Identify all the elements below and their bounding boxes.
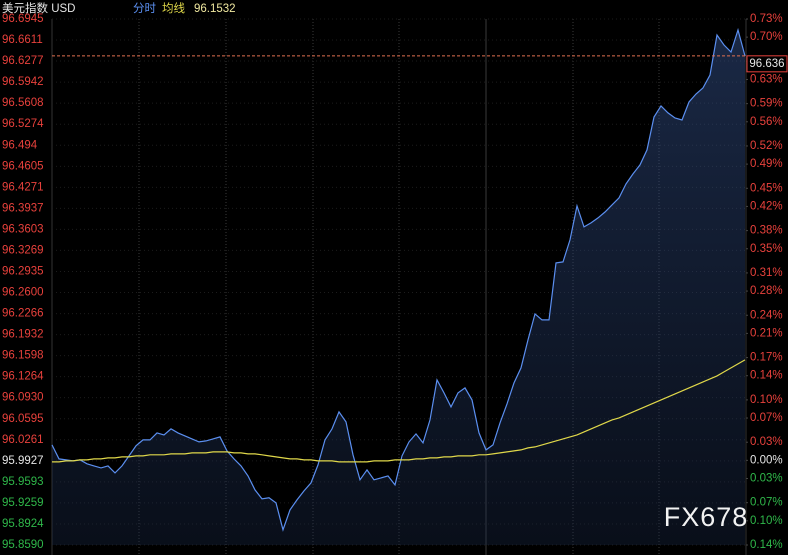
y-tick-label: 95.8924 (2, 518, 44, 530)
y2-tick-label: 0.03% (750, 436, 783, 448)
y-tick-label: 96.5274 (2, 118, 44, 130)
y-tick-label: 96.3937 (2, 202, 44, 214)
y2-tick-label: 0.45% (750, 182, 783, 194)
y-tick-label: 96.2935 (2, 265, 44, 277)
price-area (52, 30, 745, 545)
y-tick-label: 96.1932 (2, 329, 44, 341)
y-tick-label: 95.9259 (2, 497, 44, 509)
legend-entry: 均线 (162, 1, 185, 15)
current-price-label: 96.636 (749, 58, 784, 70)
y2-tick-label: 0.49% (750, 158, 783, 170)
chart-title: 美元指数 USD (2, 1, 75, 15)
y-tick-label: 96.6611 (2, 34, 43, 46)
y2-tick-label: 0.17% (750, 352, 783, 364)
y-tick-label: 95.9927 (2, 455, 44, 467)
watermark: FX678 (664, 502, 749, 532)
y-tick-label: 96.1264 (2, 371, 44, 383)
y2-tick-label: 0.00% (750, 454, 783, 466)
y2-tick-label: 0.31% (750, 267, 783, 279)
y2-tick-label: 0.70% (750, 31, 783, 43)
y-tick-label: 96.494 (2, 139, 38, 151)
y2-tick-label: 0.24% (750, 309, 783, 321)
y-tick-label: 96.3603 (2, 223, 44, 235)
y-tick-label: 96.4271 (2, 181, 44, 193)
y-tick-label: 96.5942 (2, 76, 44, 88)
y2-tick-label: 0.35% (750, 243, 783, 255)
y2-tick-label: 0.52% (750, 140, 783, 152)
y2-tick-label: 0.63% (750, 73, 783, 85)
y-tick-label: 96.4605 (2, 160, 44, 172)
average-value: 96.1532 (194, 3, 236, 15)
plot (51, 18, 748, 546)
y-tick-label: 96.1598 (2, 350, 44, 362)
y-tick-label: 96.5608 (2, 97, 44, 109)
y-tick-label: 96.0261 (2, 434, 44, 446)
y2-tick-label: 0.38% (750, 225, 783, 237)
y-tick-label: 96.6277 (2, 55, 44, 67)
y-tick-label: 96.3269 (2, 244, 44, 256)
y2-tick-label: 0.59% (750, 98, 783, 110)
y-tick-label: 96.6945 (2, 13, 44, 25)
y-tick-label: 96.0930 (2, 392, 44, 404)
y-tick-label: 96.2600 (2, 287, 44, 299)
y2-tick-label: 0.07% (750, 412, 783, 424)
legend-entry: 分时 (133, 2, 156, 15)
y-tick-label: 96.0595 (2, 413, 44, 425)
average-line (52, 359, 746, 463)
y2-tick-label: 0.42% (750, 200, 783, 212)
y2-tick-label: 0.28% (750, 285, 783, 297)
y-tick-label: 95.8590 (2, 539, 44, 551)
y2-tick-label: 0.03% (750, 473, 783, 485)
y2-tick-label: 0.14% (750, 370, 783, 382)
y-tick-label: 95.9593 (2, 476, 44, 488)
y2-tick-label: 0.56% (750, 116, 783, 128)
y2-tick-label: 0.10% (750, 394, 783, 406)
y2-tick-label: 0.73% (750, 13, 783, 25)
y2-tick-label: 0.10% (750, 515, 783, 527)
y-tick-label: 96.2266 (2, 308, 44, 320)
y2-tick-label: 0.14% (750, 539, 783, 551)
current-price-box (746, 55, 788, 73)
y2-tick-label: 0.07% (750, 497, 783, 509)
y2-tick-label: 0.21% (750, 327, 783, 339)
price-line (51, 27, 746, 532)
